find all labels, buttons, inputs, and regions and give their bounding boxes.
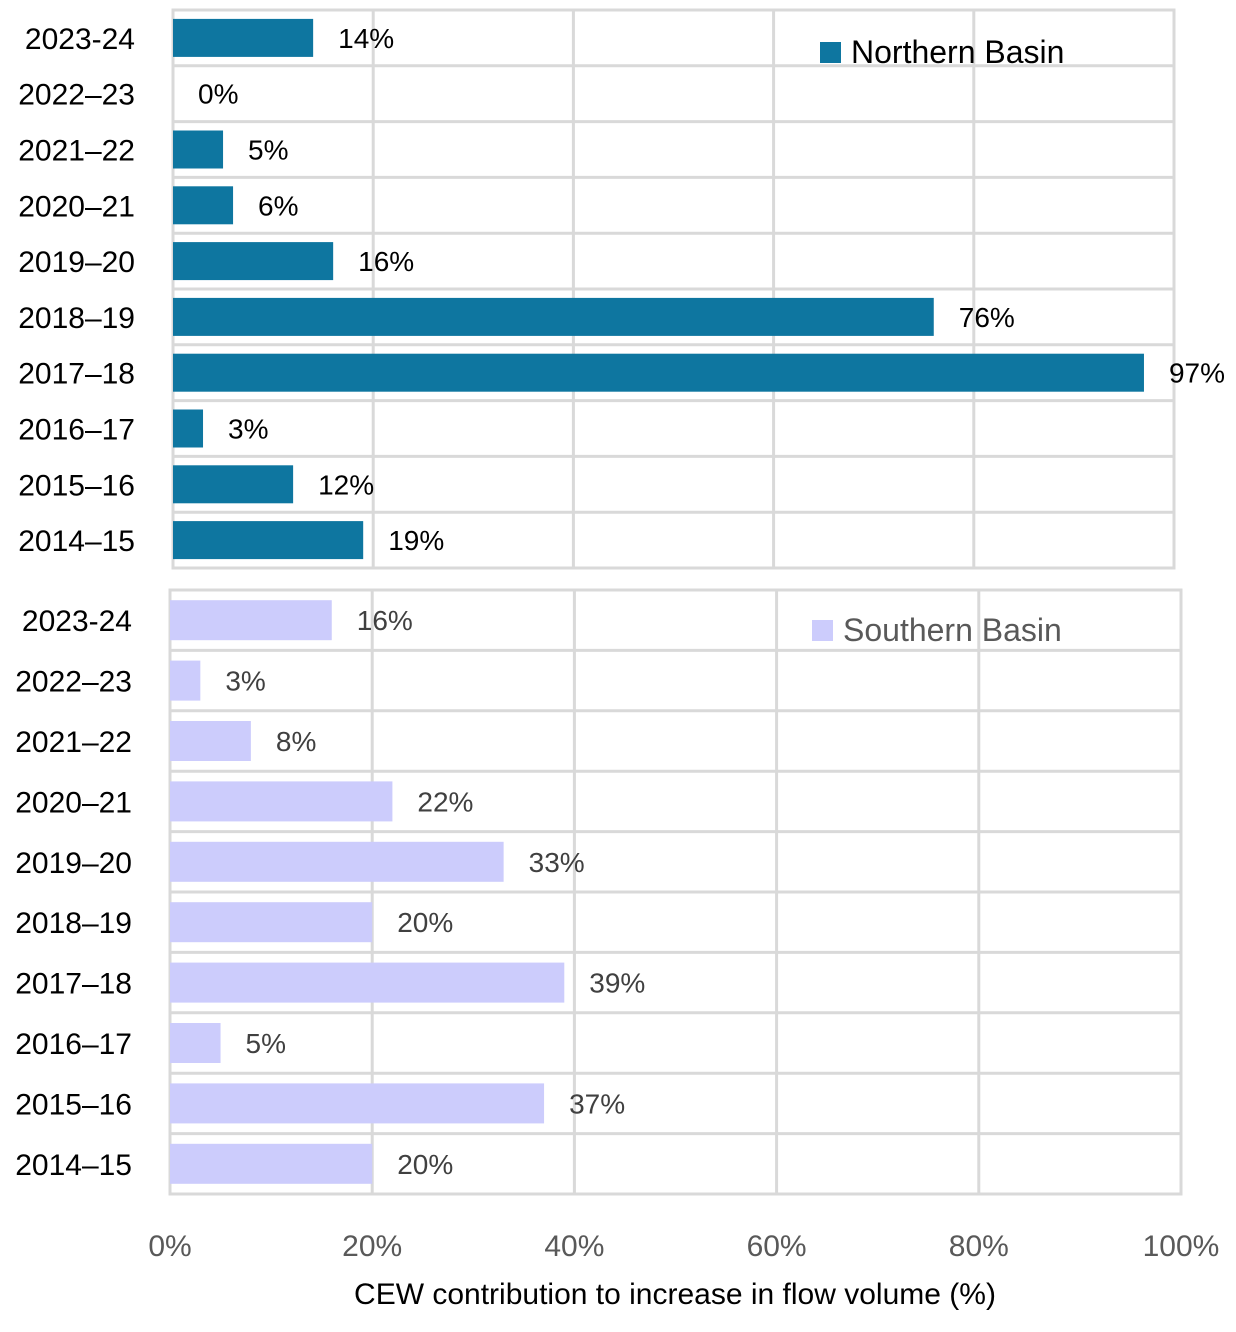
- legend-label: Southern Basin: [843, 612, 1062, 648]
- data-label: 97%: [1169, 358, 1225, 389]
- category-label: 2014–15: [18, 525, 135, 558]
- bar: [173, 18, 314, 57]
- category-label: 2016–17: [15, 1028, 132, 1061]
- category-label: 2020–21: [18, 190, 135, 223]
- data-label: 19%: [388, 525, 444, 556]
- bar: [170, 660, 201, 701]
- bar: [173, 409, 204, 448]
- bar: [170, 781, 393, 822]
- data-label: 37%: [569, 1088, 625, 1119]
- bar: [173, 465, 294, 504]
- bar: [173, 130, 224, 169]
- data-label: 8%: [276, 726, 316, 757]
- x-axis-title: CEW contribution to increase in flow vol…: [354, 1278, 996, 1311]
- data-label: 76%: [959, 302, 1015, 333]
- category-label: 2023-24: [22, 605, 132, 638]
- data-label: 5%: [248, 135, 288, 166]
- data-label: 5%: [246, 1028, 286, 1059]
- bar: [170, 841, 504, 882]
- x-tick-label: 40%: [544, 1230, 604, 1263]
- x-tick-label: 60%: [747, 1230, 807, 1263]
- data-label: 33%: [529, 847, 585, 878]
- x-tick-label: 80%: [949, 1230, 1009, 1263]
- data-label: 3%: [225, 666, 265, 697]
- bar: [170, 1083, 545, 1124]
- category-label: 2018–19: [18, 302, 135, 335]
- category-label: 2020–21: [15, 786, 132, 819]
- data-label: 39%: [589, 968, 645, 999]
- bar: [173, 353, 1144, 392]
- category-label: 2019–20: [18, 246, 135, 279]
- bar: [173, 297, 934, 336]
- bar: [170, 721, 251, 761]
- data-label: 3%: [228, 414, 268, 445]
- x-tick-label: 0%: [148, 1230, 191, 1263]
- data-label: 0%: [198, 79, 238, 110]
- legend-swatch: [820, 42, 841, 63]
- category-label: 2022–23: [18, 79, 135, 112]
- bar: [173, 186, 234, 225]
- category-label: 2015–16: [15, 1088, 132, 1121]
- category-label: 2021–22: [15, 726, 132, 759]
- data-label: 14%: [338, 23, 394, 54]
- category-label: 2019–20: [15, 847, 132, 880]
- category-label: 2015–16: [18, 469, 135, 502]
- legend-label: Northern Basin: [851, 34, 1064, 70]
- data-label: 16%: [358, 246, 414, 277]
- data-label: 20%: [397, 1149, 453, 1180]
- x-tick-label: 20%: [342, 1230, 402, 1263]
- data-label: 20%: [397, 907, 453, 938]
- data-label: 22%: [417, 786, 473, 817]
- bar: [170, 902, 373, 943]
- x-tick-label: 100%: [1143, 1230, 1220, 1263]
- category-label: 2016–17: [18, 414, 135, 447]
- data-label: 6%: [258, 190, 298, 221]
- category-label: 2017–18: [18, 358, 135, 391]
- category-label: 2022–23: [15, 666, 132, 699]
- legend-swatch: [812, 620, 833, 641]
- bar: [170, 962, 565, 1003]
- data-label: 16%: [357, 605, 413, 636]
- bar: [170, 600, 332, 641]
- category-label: 2017–18: [15, 968, 132, 1001]
- data-label: 12%: [318, 469, 374, 500]
- bar: [170, 1143, 373, 1184]
- bar: [173, 242, 334, 281]
- bar: [173, 521, 364, 560]
- category-label: 2014–15: [15, 1149, 132, 1182]
- category-label: 2023-24: [25, 23, 135, 56]
- bar: [170, 1023, 221, 1063]
- category-label: 2018–19: [15, 907, 132, 940]
- category-label: 2021–22: [18, 135, 135, 168]
